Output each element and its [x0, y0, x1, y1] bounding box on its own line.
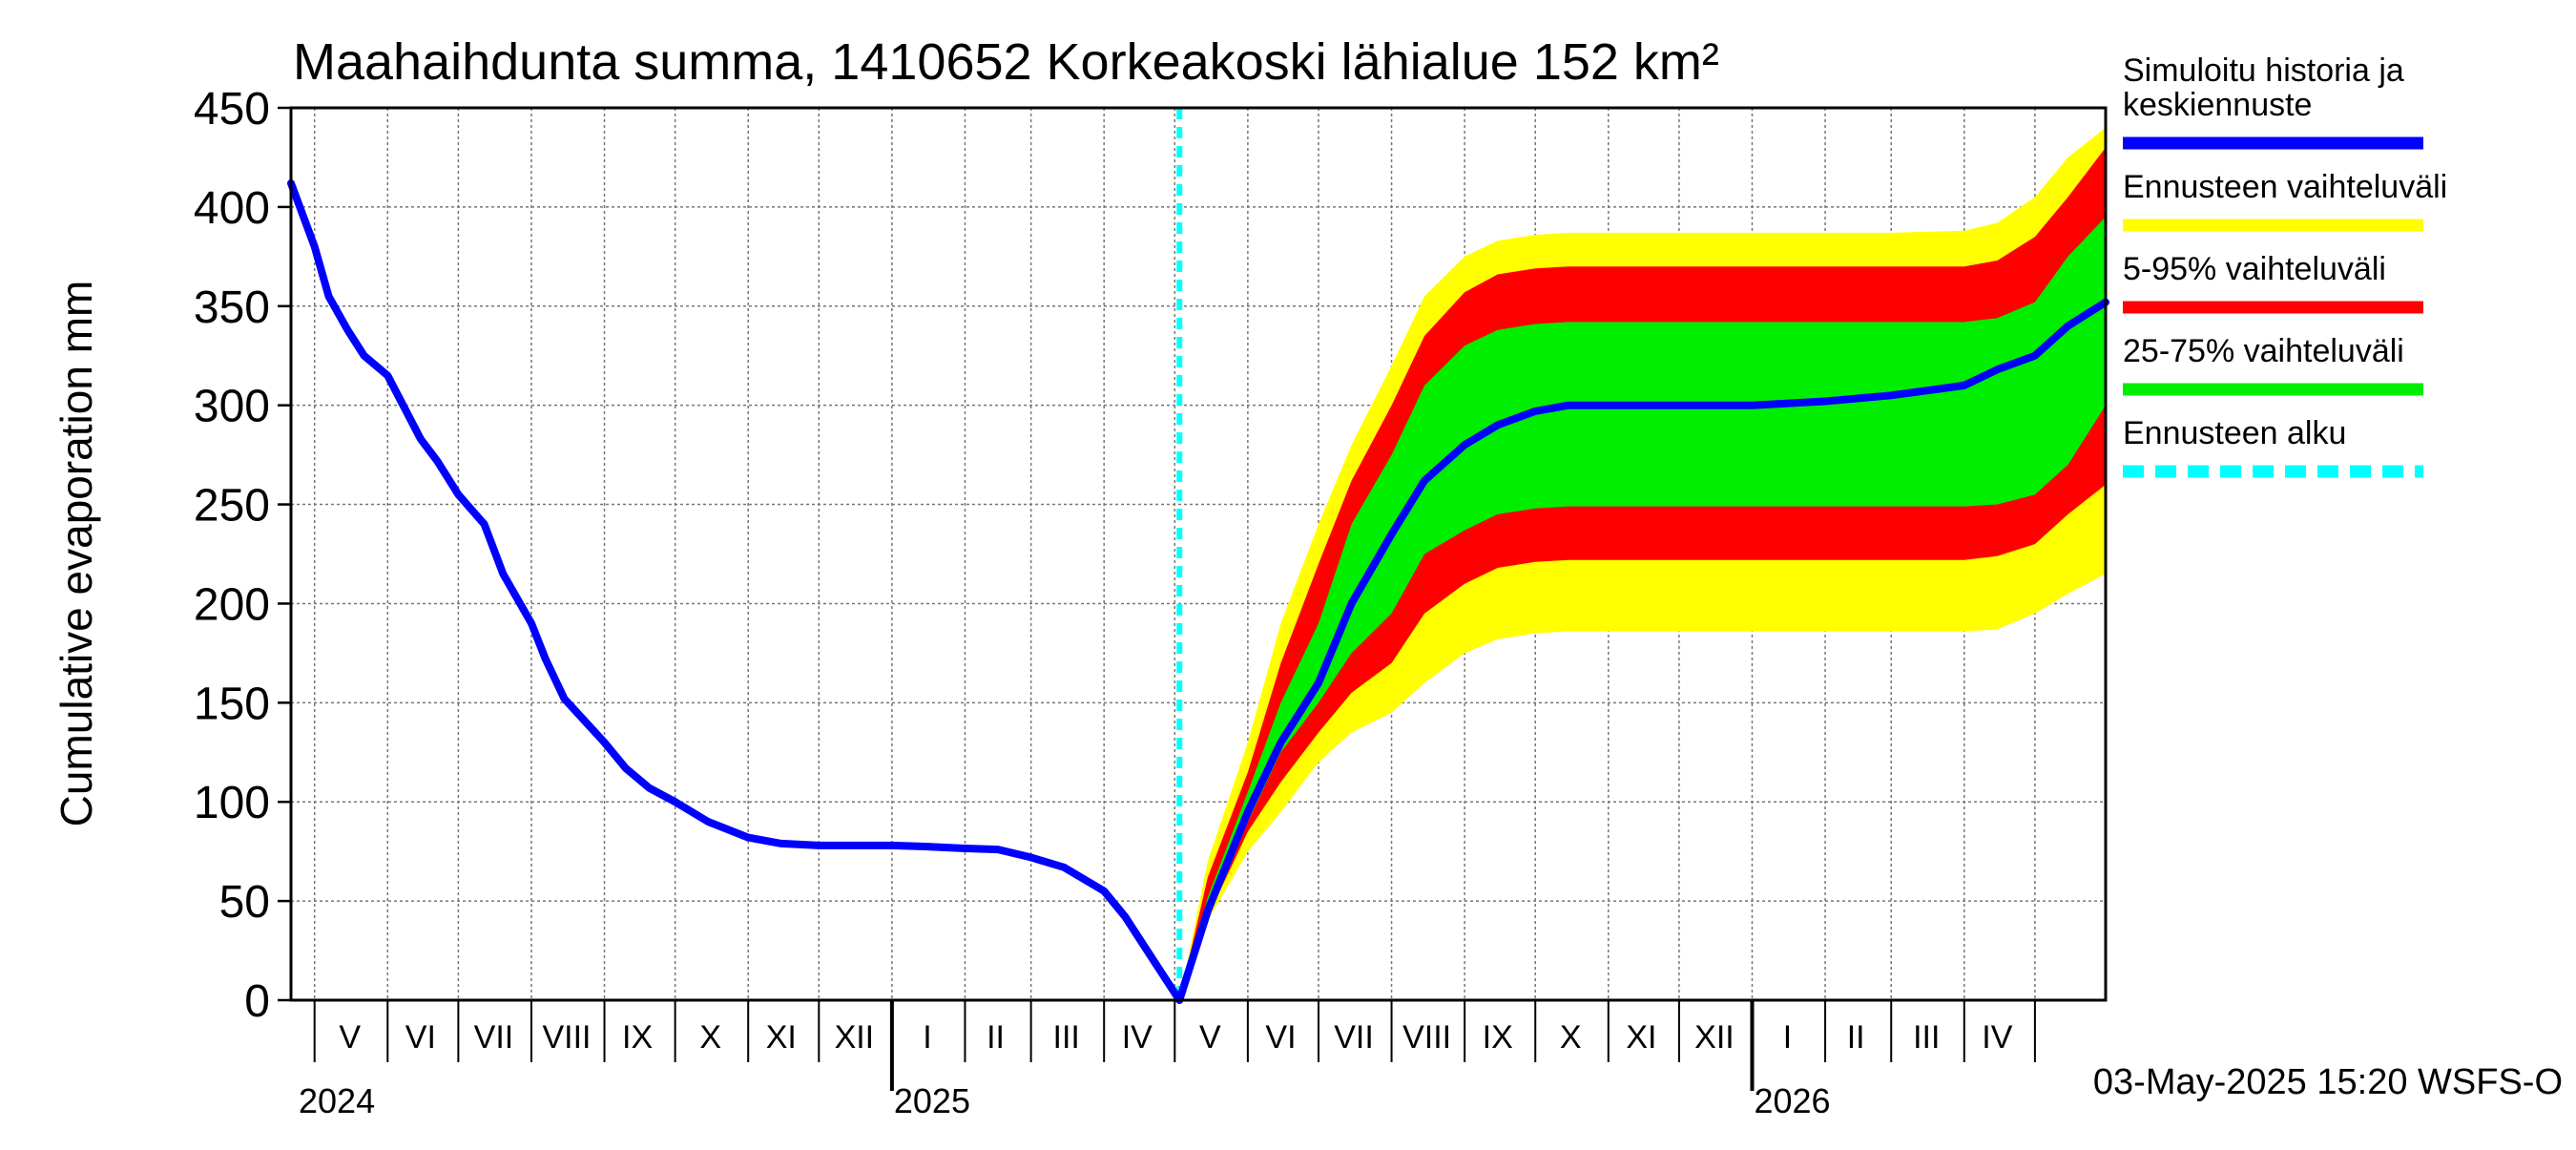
month-label: VIII: [542, 1019, 591, 1056]
legend-label: 5-95% vaihteluväli: [2123, 251, 2386, 287]
month-label: V: [1199, 1019, 1221, 1056]
year-label: 2024: [299, 1081, 375, 1120]
y-tick-label: 300: [194, 382, 270, 432]
y-tick-label: 0: [244, 976, 270, 1027]
month-label: IX: [1483, 1019, 1513, 1056]
band-25-75-vaihteluv-li: [1179, 217, 2106, 1001]
legend-label: 25-75% vaihteluväli: [2123, 333, 2404, 369]
month-label: XII: [835, 1019, 875, 1056]
month-label: VII: [1334, 1019, 1374, 1056]
month-label: V: [339, 1019, 361, 1056]
plot-frame: [289, 106, 2108, 1002]
month-label: I: [923, 1019, 931, 1056]
month-label: IX: [622, 1019, 653, 1056]
month-label: VI: [405, 1019, 436, 1056]
year-label: 2026: [1754, 1081, 1830, 1120]
y-tick-label: 150: [194, 679, 270, 729]
month-label: IV: [1982, 1019, 2012, 1056]
month-label: I: [1783, 1019, 1792, 1056]
month-label: III: [1913, 1019, 1940, 1056]
month-label: X: [699, 1019, 721, 1056]
month-label: VIII: [1402, 1019, 1451, 1056]
month-label: VII: [474, 1019, 514, 1056]
y-tick-label: 250: [194, 481, 270, 532]
y-axis-label: Cumulative evaporation mm: [52, 281, 101, 827]
legend-label: Simuloitu historia ja: [2123, 52, 2404, 89]
y-tick-label: 200: [194, 579, 270, 630]
year-label: 2025: [894, 1081, 970, 1120]
y-tick-label: 450: [194, 84, 270, 135]
month-label: XI: [766, 1019, 797, 1056]
timestamp-footer: 03-May-2025 15:20 WSFS-O: [2093, 1062, 2563, 1102]
legend-label: keskiennuste: [2123, 87, 2312, 123]
month-label: IV: [1122, 1019, 1153, 1056]
y-tick-label: 100: [194, 778, 270, 828]
y-tick-label: 400: [194, 183, 270, 234]
forecast-bands: [1179, 127, 2106, 1001]
legend-label: Ennusteen alku: [2123, 415, 2346, 451]
month-label: X: [1560, 1019, 1582, 1056]
chart-title: Maahaihdunta summa, 1410652 Korkeakoski …: [293, 33, 1719, 91]
y-tick-label: 350: [194, 282, 270, 333]
month-label: II: [1847, 1019, 1865, 1056]
month-label: VI: [1265, 1019, 1296, 1056]
y-tick-label: 50: [219, 877, 270, 928]
month-label: XII: [1694, 1019, 1735, 1056]
month-label: II: [987, 1019, 1005, 1056]
month-label: XI: [1626, 1019, 1656, 1056]
month-label: III: [1053, 1019, 1080, 1056]
median-line: [287, 179, 2109, 1004]
legend-label: Ennusteen vaihteluväli: [2123, 169, 2447, 205]
series-lines: [287, 108, 2109, 1004]
